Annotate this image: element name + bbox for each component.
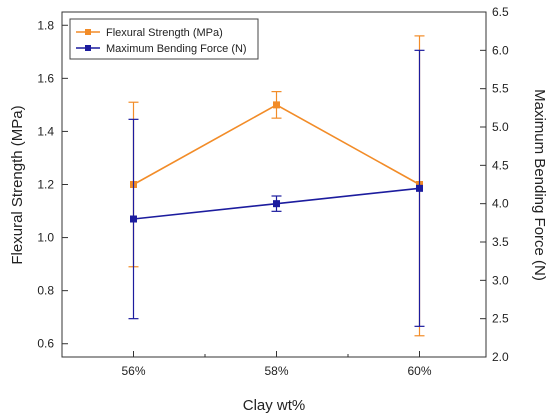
y-axis-label-left: Flexural Strength (MPa) (9, 105, 26, 264)
y-tick-label-left: 1.8 (37, 18, 54, 32)
x-axis-label: Clay wt% (243, 397, 306, 414)
y-tick-label-left: 1.6 (37, 71, 54, 85)
data-point-force (130, 215, 137, 223)
x-tick-label: 56% (121, 364, 145, 378)
y-tick-label-right: 4.5 (492, 158, 509, 172)
y-tick-label-right: 2.5 (492, 312, 509, 326)
data-point-force (273, 200, 280, 208)
y-tick-label-right: 2.0 (492, 350, 509, 364)
y-tick-label-left: 1.0 (37, 231, 54, 245)
y-tick-label-left: 1.2 (37, 178, 54, 192)
legend-marker-force (85, 45, 91, 51)
legend-label-flexural: Flexural Strength (MPa) (106, 27, 223, 39)
y-tick-label-right: 3.5 (492, 235, 509, 249)
y-tick-label-right: 4.0 (492, 197, 509, 211)
y-axis-label-right: Maximum Bending Force (N) (531, 89, 548, 281)
legend-label-force: Maximum Bending Force (N) (106, 43, 247, 55)
y-tick-label-right: 5.5 (492, 82, 509, 96)
y-tick-label-right: 6.0 (492, 43, 509, 57)
legend-marker-flexural (85, 29, 91, 35)
y-tick-label-right: 3.0 (492, 273, 509, 287)
legend: Flexural Strength (MPa) Maximum Bending … (69, 18, 259, 60)
legend-box (69, 18, 259, 60)
y-tick-label-right: 5.0 (492, 120, 509, 134)
y-tick-label-left: 0.8 (37, 284, 54, 298)
data-point-force (416, 184, 423, 192)
y-tick-label-left: 0.6 (37, 337, 54, 351)
x-tick-label: 60% (407, 364, 431, 378)
data-point-flexural (273, 101, 280, 109)
x-tick-label: 58% (264, 364, 288, 378)
y-tick-label-left: 1.4 (37, 124, 54, 138)
chart-marks (128, 35, 425, 337)
y-tick-label-right: 6.5 (492, 5, 509, 19)
